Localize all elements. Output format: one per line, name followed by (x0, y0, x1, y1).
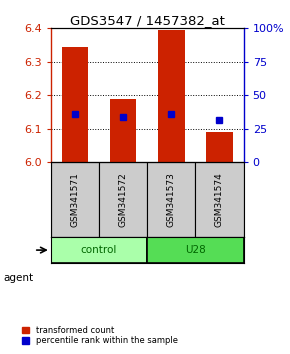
Text: U28: U28 (185, 245, 206, 255)
Bar (147, 162, 195, 237)
Title: GDS3547 / 1457382_at: GDS3547 / 1457382_at (70, 14, 225, 27)
Text: agent: agent (3, 273, 33, 283)
Text: GSM341572: GSM341572 (119, 172, 128, 227)
Bar (158, 30, 184, 162)
Text: GSM341573: GSM341573 (167, 172, 176, 227)
Bar (51, 162, 99, 237)
Bar (206, 132, 233, 162)
Bar (110, 99, 136, 162)
Text: GSM341571: GSM341571 (70, 172, 79, 227)
Bar (51, 237, 147, 263)
Bar (195, 162, 244, 237)
Text: GSM341574: GSM341574 (215, 172, 224, 227)
Legend: transformed count, percentile rank within the sample: transformed count, percentile rank withi… (21, 325, 179, 346)
Bar (99, 162, 147, 237)
Text: control: control (81, 245, 117, 255)
Bar (147, 237, 244, 263)
Bar (61, 47, 88, 162)
